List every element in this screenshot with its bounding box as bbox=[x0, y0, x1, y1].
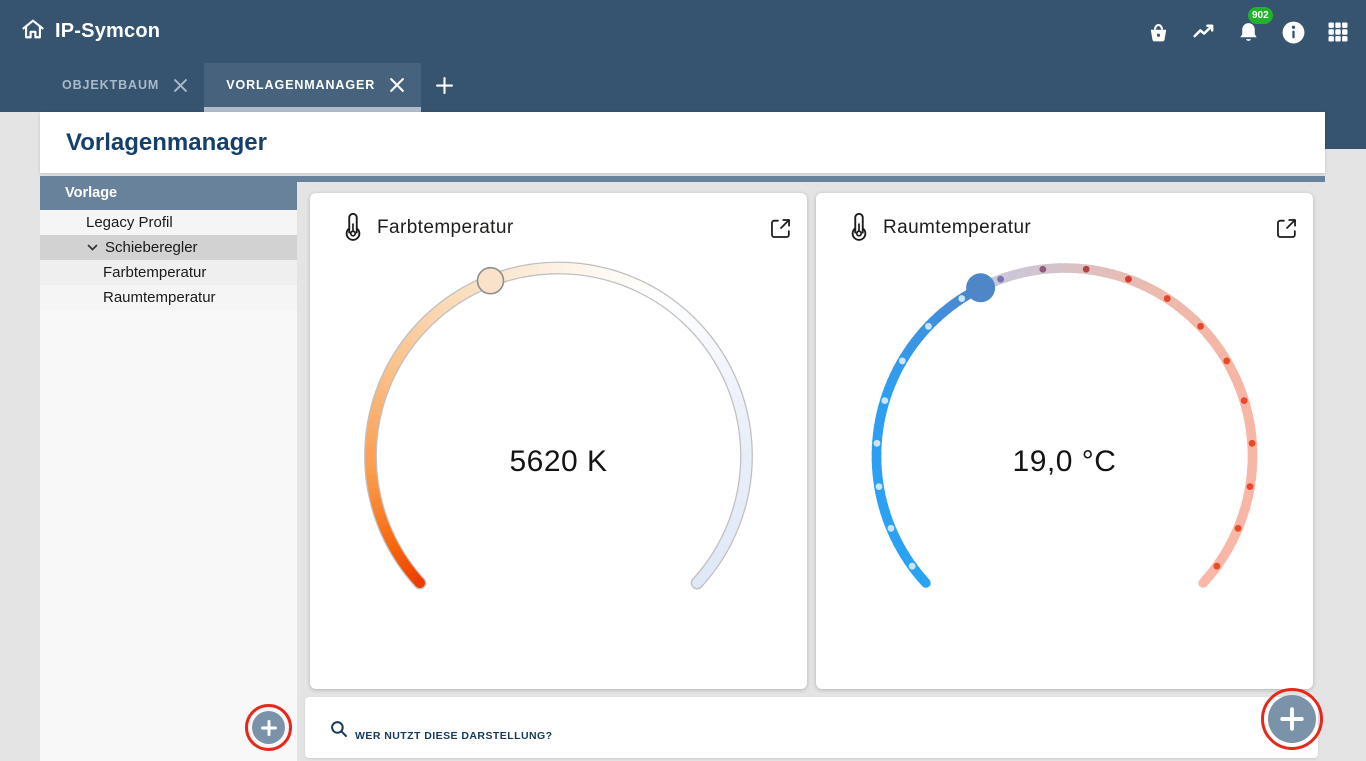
sidebar-item-raumtemperatur[interactable]: Raumtemperatur bbox=[40, 285, 297, 310]
sidebar-item-label: Legacy Profil bbox=[86, 214, 173, 231]
apps-grid-icon[interactable] bbox=[1324, 18, 1352, 46]
color-temperature-gauge[interactable] bbox=[310, 193, 807, 689]
card-title: Raumtemperatur bbox=[883, 217, 1032, 238]
add-usage-button[interactable] bbox=[1268, 695, 1316, 743]
new-tab-button[interactable] bbox=[421, 63, 467, 112]
gauge-value: 5620 K bbox=[509, 445, 608, 478]
close-icon[interactable] bbox=[390, 78, 405, 92]
card-title: Farbtemperatur bbox=[377, 217, 514, 238]
add-template-button[interactable] bbox=[252, 711, 285, 744]
sidebar-item-label: Raumtemperatur bbox=[103, 289, 216, 306]
card-farbtemperatur: Farbtemperatur 5620 K bbox=[310, 193, 807, 689]
thermometer-icon bbox=[338, 210, 368, 247]
bell-icon[interactable]: 902 bbox=[1234, 7, 1273, 46]
topbar-right-stub bbox=[1325, 112, 1366, 149]
sidebar-item-farbtemperatur[interactable]: Farbtemperatur bbox=[40, 260, 297, 285]
info-icon[interactable] bbox=[1279, 18, 1307, 46]
chevron-down-icon[interactable] bbox=[86, 241, 102, 254]
basket-icon[interactable] bbox=[1144, 18, 1172, 46]
top-bar: IP-Symcon 902 bbox=[0, 0, 1366, 112]
sidebar-item-label: Farbtemperatur bbox=[103, 264, 207, 281]
close-icon[interactable] bbox=[174, 78, 188, 92]
search-placeholder: WER NUTZT DIESE DARSTELLUNG? bbox=[355, 730, 553, 742]
card-raumtemperatur: Raumtemperatur 19,0 °C bbox=[816, 193, 1313, 689]
title-panel: Vorlagenmanager bbox=[40, 112, 1325, 173]
brand[interactable]: IP-Symcon bbox=[20, 16, 160, 47]
trend-icon[interactable] bbox=[1189, 18, 1217, 46]
search-icon bbox=[330, 720, 348, 738]
brand-name: IP-Symcon bbox=[55, 20, 161, 42]
gauge-value: 19,0 °C bbox=[1012, 445, 1117, 478]
tab-vorlagenmanager[interactable]: VORLAGENMANAGER bbox=[204, 63, 422, 112]
thermometer-icon bbox=[844, 210, 874, 247]
page-title: Vorlagenmanager bbox=[66, 129, 267, 156]
external-link-icon[interactable] bbox=[1274, 216, 1299, 241]
sidebar-item-schieberegler[interactable]: Schieberegler bbox=[40, 235, 297, 260]
sidebar-item-label: Schieberegler bbox=[105, 239, 198, 256]
room-temperature-gauge[interactable] bbox=[816, 193, 1313, 689]
sidebar-item-legacy-profil[interactable]: Legacy Profil bbox=[40, 210, 297, 235]
sidebar-tree: Vorlage Legacy Profil Schieberegler Farb… bbox=[40, 176, 297, 761]
external-link-icon[interactable] bbox=[768, 216, 793, 241]
tab-bar: OBJEKTBAUM VORLAGENMANAGER bbox=[40, 63, 467, 112]
sidebar-header: Vorlage bbox=[40, 176, 297, 210]
tab-label: VORLAGENMANAGER bbox=[226, 78, 376, 92]
home-icon bbox=[20, 16, 46, 47]
tab-label: OBJEKTBAUM bbox=[62, 78, 160, 92]
usage-search-panel[interactable]: WER NUTZT DIESE DARSTELLUNG? bbox=[305, 697, 1318, 758]
top-icons: 902 bbox=[1144, 7, 1352, 46]
card-header: Raumtemperatur bbox=[844, 206, 1299, 250]
notification-badge: 902 bbox=[1248, 7, 1273, 24]
card-header: Farbtemperatur bbox=[338, 206, 793, 250]
tab-objektbaum[interactable]: OBJEKTBAUM bbox=[40, 63, 204, 112]
divider-strip bbox=[40, 176, 1325, 182]
